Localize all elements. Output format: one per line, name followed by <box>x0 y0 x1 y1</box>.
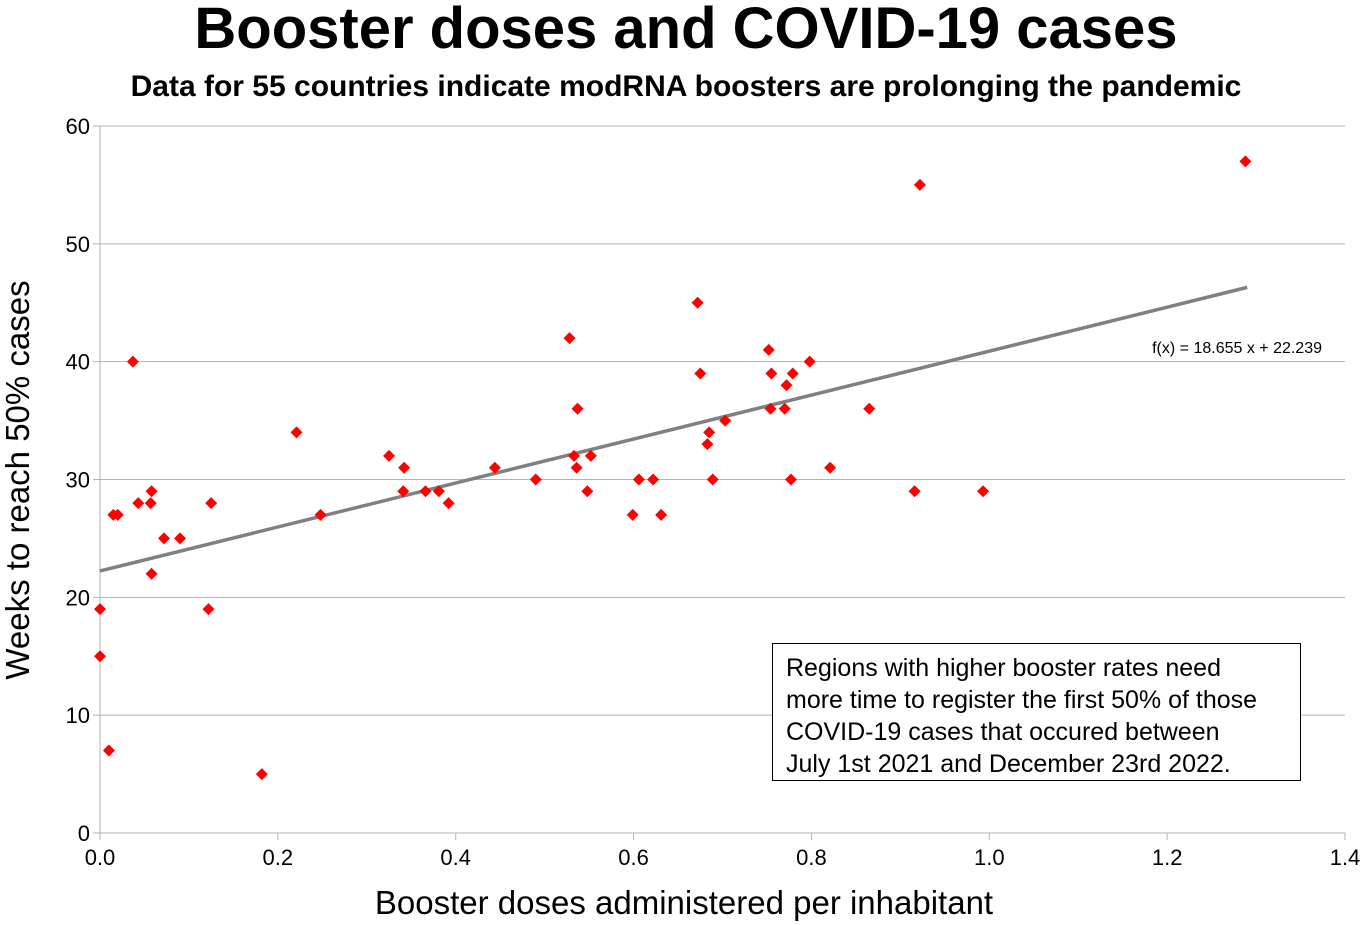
chart-title: Booster doses and COVID-19 cases <box>194 0 1178 61</box>
data-point <box>701 438 714 451</box>
axes <box>93 125 1346 840</box>
x-tick-label: 0.2 <box>263 845 294 870</box>
x-tick-label: 1.2 <box>1152 845 1183 870</box>
data-point <box>908 485 921 498</box>
y-tick-label: 20 <box>66 585 90 610</box>
data-point <box>174 532 187 545</box>
data-point <box>567 449 580 462</box>
x-axis-label: Booster doses administered per inhabitan… <box>375 884 993 921</box>
data-point <box>719 414 732 427</box>
data-points <box>94 155 1252 781</box>
data-point <box>762 343 775 356</box>
data-point <box>784 473 797 486</box>
data-point <box>144 497 157 510</box>
data-point <box>703 426 716 439</box>
data-point <box>94 603 106 616</box>
data-point <box>803 355 816 368</box>
chart-subtitle: Data for 55 countries indicate modRNA bo… <box>130 70 1242 103</box>
data-point <box>778 402 791 415</box>
x-tick-label: 1.0 <box>974 845 1005 870</box>
data-point <box>397 485 410 498</box>
data-point <box>111 508 124 521</box>
x-tick-label: 0.0 <box>85 845 116 870</box>
data-point <box>205 497 218 510</box>
x-tick-label: 1.4 <box>1330 845 1361 870</box>
y-tick-label: 10 <box>66 703 90 728</box>
y-tick-label: 40 <box>66 350 90 375</box>
data-point <box>563 332 576 345</box>
data-point <box>977 485 990 498</box>
data-point <box>647 473 660 486</box>
data-point <box>581 485 594 498</box>
data-point <box>571 402 584 415</box>
trendline <box>99 285 1248 573</box>
data-point <box>626 508 639 521</box>
data-point <box>126 355 139 368</box>
data-point <box>158 532 171 545</box>
data-point <box>529 473 542 486</box>
data-point <box>913 178 926 191</box>
x-tick-label: 0.4 <box>440 845 471 870</box>
data-point <box>570 461 583 474</box>
data-point <box>145 485 158 498</box>
data-point <box>432 485 445 498</box>
data-point <box>398 461 411 474</box>
y-tick-label: 50 <box>66 232 90 257</box>
data-point <box>442 497 455 510</box>
data-point <box>383 449 396 462</box>
data-point <box>694 367 707 380</box>
x-tick-label: 0.6 <box>618 845 649 870</box>
data-point <box>765 367 778 380</box>
data-point <box>255 768 268 781</box>
data-point <box>706 473 719 486</box>
data-point <box>314 508 327 521</box>
data-point <box>102 744 115 757</box>
data-point <box>1239 155 1252 168</box>
data-point <box>132 497 145 510</box>
data-point <box>290 426 303 439</box>
data-point <box>145 567 158 580</box>
y-tick-label: 0 <box>78 821 90 846</box>
data-point <box>488 461 501 474</box>
data-point <box>632 473 645 486</box>
y-axis-label: Weeks to reach 50% cases <box>0 280 36 679</box>
data-point <box>780 379 793 392</box>
data-point <box>94 650 106 663</box>
y-tick-labels: 0 10 20 30 40 50 60 <box>66 114 90 846</box>
data-point <box>786 367 799 380</box>
x-tick-label: 0.8 <box>796 845 827 870</box>
x-tick-labels: 0.0 0.2 0.4 0.6 0.8 1.0 1.2 1.4 <box>85 845 1361 870</box>
y-tick-label: 30 <box>66 468 90 493</box>
data-point <box>863 402 876 415</box>
data-point <box>691 296 704 309</box>
data-point <box>764 402 777 415</box>
y-tick-label: 60 <box>66 114 90 139</box>
data-point <box>824 461 837 474</box>
data-point <box>202 603 215 616</box>
trendline-equation: f(x) = 18.655 x + 22.239 <box>1152 340 1322 357</box>
annotation-box: Regions with higher booster rates need m… <box>772 643 1301 781</box>
data-point <box>419 485 432 498</box>
data-point <box>584 449 597 462</box>
data-point <box>655 508 668 521</box>
